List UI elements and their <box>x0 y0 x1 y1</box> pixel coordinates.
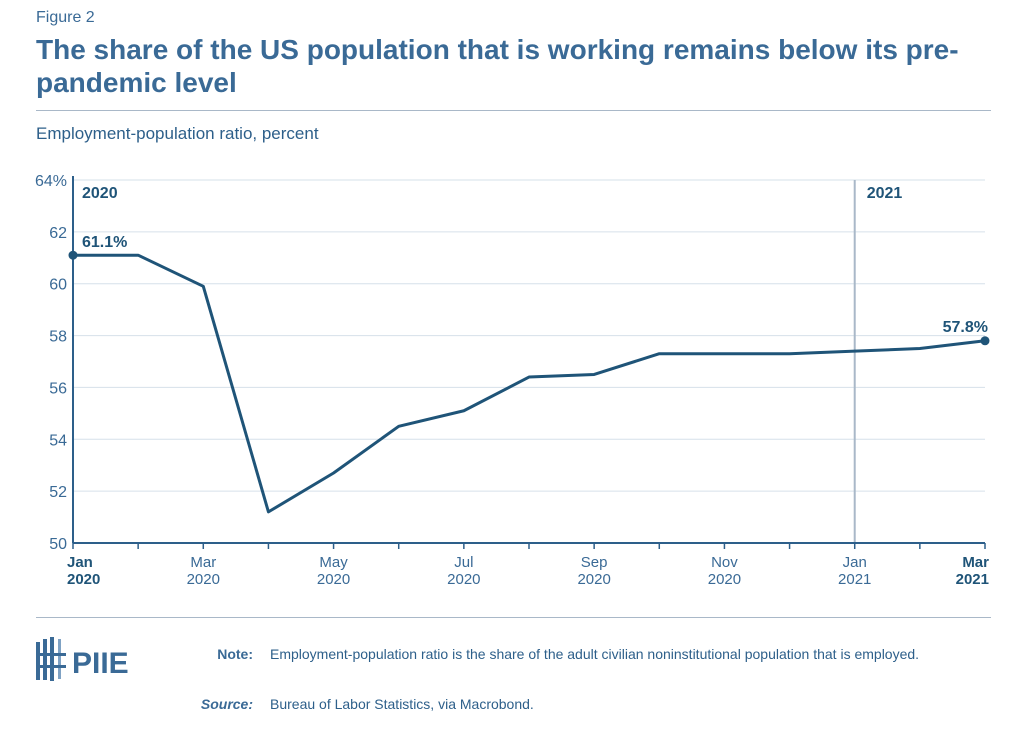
data-point <box>68 250 78 260</box>
y-tick-label: 64% <box>35 173 67 190</box>
x-tick-year: 2020 <box>708 571 741 588</box>
x-tick-month: Nov <box>711 554 738 571</box>
x-tick-month: Jan <box>67 554 93 571</box>
x-tick-year: 2021 <box>838 571 871 588</box>
note-label: Note: <box>217 646 253 662</box>
source-label: Source: <box>200 696 253 712</box>
x-tick-month: Sep <box>581 554 608 571</box>
piie-logo: PIIE <box>36 636 146 687</box>
year-label-2021: 2021 <box>867 185 903 202</box>
y-tick-label: 56 <box>49 380 67 397</box>
chart-title: The share of the US population that is w… <box>36 34 959 98</box>
start-value-label: 61.1% <box>82 234 127 251</box>
y-tick-label: 54 <box>49 432 67 449</box>
divider-bottom <box>36 617 991 618</box>
y-tick-label: 50 <box>49 536 67 553</box>
line-chart: 5052545658606264%Jan2020Mar2020May2020Ju… <box>35 173 990 588</box>
x-tick-year: 2020 <box>317 571 350 588</box>
data-point <box>980 336 990 346</box>
y-tick-label: 62 <box>49 225 67 242</box>
year-label-2020: 2020 <box>82 185 118 202</box>
x-tick-year: 2020 <box>67 571 100 588</box>
x-tick-year: 2020 <box>577 571 610 588</box>
end-value-label: 57.8% <box>943 319 988 336</box>
y-tick-label: 58 <box>49 329 67 346</box>
x-tick-month: May <box>319 554 348 571</box>
figure-label: Figure 2 <box>36 9 95 26</box>
source-text: Bureau of Labor Statistics, via Macrobon… <box>270 696 534 712</box>
y-tick-label: 60 <box>49 277 67 294</box>
x-tick-year: 2020 <box>447 571 480 588</box>
y-tick-label: 52 <box>49 484 67 501</box>
x-tick-year: 2021 <box>956 571 989 588</box>
divider-top <box>36 110 991 111</box>
x-tick-month: Mar <box>962 554 989 571</box>
x-tick-month: Jan <box>843 554 867 571</box>
x-tick-month: Mar <box>190 554 216 571</box>
x-tick-year: 2020 <box>187 571 220 588</box>
note-text: Employment-population ratio is the share… <box>270 646 920 662</box>
chart-subtitle: Employment-population ratio, percent <box>36 124 319 143</box>
logo-text: PIIE <box>72 647 129 680</box>
series-line <box>73 253 986 514</box>
x-tick-month: Jul <box>454 554 473 571</box>
